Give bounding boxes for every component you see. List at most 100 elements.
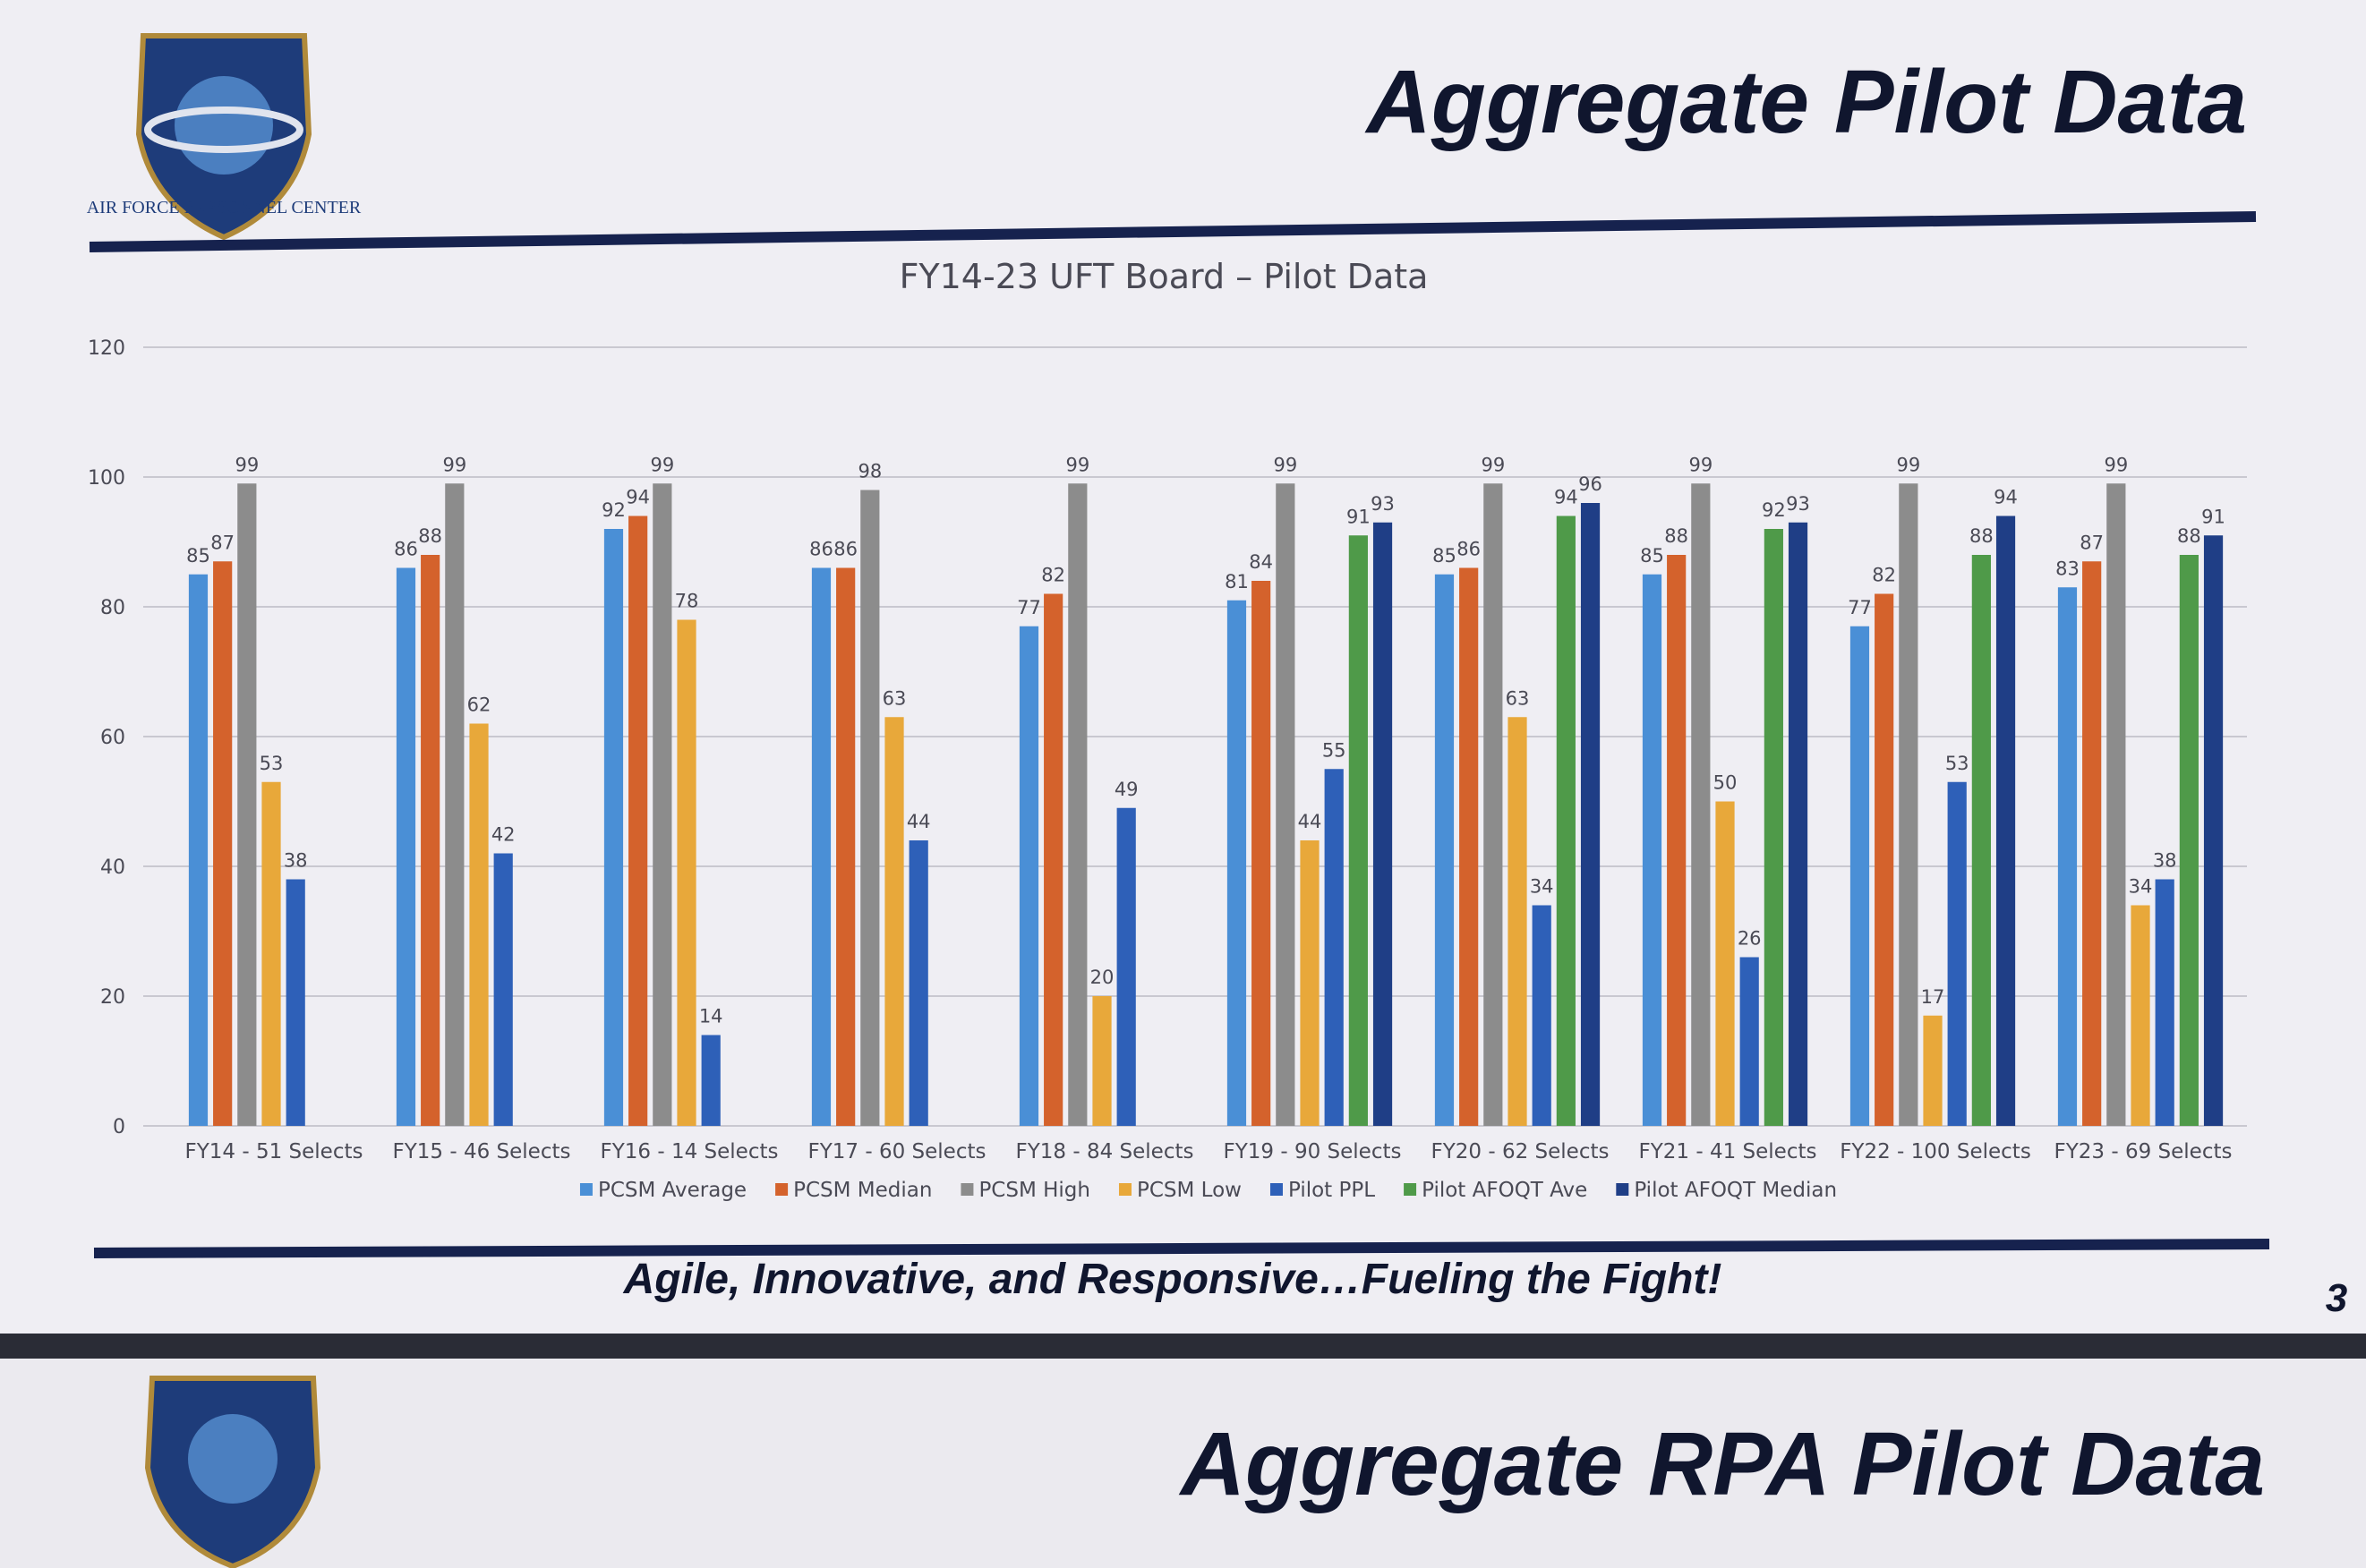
y-tick-label: 80: [100, 597, 125, 619]
bar: [1300, 840, 1320, 1126]
bar: [1019, 626, 1039, 1126]
data-label: 94: [1994, 487, 2018, 508]
footer-rule: [93, 1239, 2270, 1258]
data-label: 53: [1945, 753, 1969, 774]
next-slide-title: Aggregate RPA Pilot Data: [1178, 1414, 2265, 1514]
bar: [1995, 516, 2016, 1126]
bar: [1947, 781, 1967, 1126]
bar: [653, 483, 672, 1126]
page-number: 3: [2326, 1276, 2347, 1320]
bar: [1459, 567, 1479, 1126]
bar: [1923, 1015, 1943, 1126]
bar: [1276, 483, 1295, 1126]
data-label: 38: [2153, 850, 2177, 872]
legend-swatch: [1269, 1183, 1283, 1196]
slide-gap: [0, 1334, 2366, 1359]
bar: [1971, 555, 1991, 1126]
data-label: 81: [1225, 571, 1249, 592]
x-tick-label: FY18 - 84 Selects: [1016, 1140, 1194, 1163]
data-label: 82: [1041, 565, 1065, 586]
bar: [603, 529, 624, 1126]
x-tick-label: FY20 - 62 Selects: [1431, 1140, 1610, 1163]
data-label: 98: [858, 461, 882, 482]
data-label: 99: [1065, 454, 1089, 475]
bar: [1092, 996, 1112, 1126]
data-label: 85: [186, 545, 210, 567]
data-label: 63: [1506, 687, 1530, 709]
data-label: 78: [675, 591, 699, 612]
y-tick-label: 60: [100, 727, 125, 749]
bar: [2155, 879, 2174, 1126]
chart-title: FY14-23 UFT Board – Pilot Data: [900, 257, 1429, 296]
bar: [2106, 483, 2126, 1126]
data-label: 99: [1896, 454, 1920, 475]
y-tick-label: 0: [113, 1116, 125, 1138]
legend-label: PCSM Low: [1137, 1179, 1242, 1202]
bar: [1642, 574, 1662, 1126]
bar: [469, 723, 489, 1126]
bar: [1899, 483, 1918, 1126]
bar: [628, 516, 648, 1126]
bar: [909, 840, 928, 1126]
legend-swatch: [1616, 1183, 1629, 1196]
data-label: 49: [1115, 779, 1139, 800]
x-tick-label: FY22 - 100 Selects: [1840, 1140, 2031, 1163]
legend-swatch: [1404, 1183, 1417, 1196]
bar: [1372, 522, 1393, 1126]
bar: [1875, 593, 1894, 1126]
data-label: 62: [467, 695, 491, 716]
bar: [1116, 807, 1136, 1126]
x-tick-label: FY15 - 46 Selects: [393, 1140, 571, 1163]
bar: [1788, 522, 1808, 1126]
footer-text: Agile, Innovative, and Responsive…Fuelin…: [623, 1256, 1722, 1303]
bar: [2203, 535, 2224, 1126]
bar: [1226, 600, 1247, 1126]
bar: [836, 567, 856, 1126]
data-label: 34: [2129, 876, 2153, 898]
bar: [286, 879, 305, 1126]
data-label: 91: [2201, 506, 2225, 527]
title-rule: [89, 211, 2257, 252]
bar: [445, 483, 465, 1126]
bar: [1715, 801, 1735, 1126]
legend-label: PCSM Average: [598, 1179, 747, 1202]
legend-label: Pilot PPL: [1288, 1179, 1375, 1202]
data-label: 50: [1713, 772, 1738, 794]
data-label: 92: [602, 499, 626, 521]
legend-swatch: [961, 1183, 974, 1196]
bar: [1434, 574, 1455, 1126]
data-label: 91: [1346, 506, 1371, 527]
data-label: 99: [442, 454, 466, 475]
data-label: 93: [1786, 493, 1810, 515]
bar: [1532, 905, 1551, 1126]
data-label: 92: [1762, 499, 1786, 521]
data-label: 94: [626, 487, 650, 508]
logo-text: AIR FORCE PERSONNEL CENTER: [87, 198, 362, 217]
bar: [1251, 581, 1271, 1126]
bar: [396, 567, 416, 1126]
bar: [1483, 483, 1503, 1126]
bar: [2131, 905, 2150, 1126]
data-label: 14: [699, 1006, 723, 1027]
x-tick-label: FY14 - 51 Selects: [185, 1140, 363, 1163]
data-label: 85: [1640, 545, 1664, 567]
data-label: 38: [284, 850, 308, 872]
data-label: 44: [1298, 811, 1322, 832]
legend-swatch: [775, 1183, 789, 1196]
data-label: 86: [809, 539, 833, 560]
legend-swatch: [579, 1183, 593, 1196]
data-label: 42: [491, 824, 516, 846]
data-label: 84: [1249, 551, 1273, 573]
data-label: 99: [1688, 454, 1713, 475]
data-label: 88: [2177, 525, 2201, 547]
data-label: 34: [1530, 876, 1554, 898]
bar: [2179, 555, 2199, 1126]
bar: [884, 717, 904, 1126]
bar: [188, 574, 209, 1126]
data-label: 77: [1848, 597, 1872, 618]
data-label: 63: [883, 687, 907, 709]
legend-swatch: [1118, 1183, 1132, 1196]
bar: [1044, 593, 1063, 1126]
data-label: 88: [1969, 525, 1994, 547]
